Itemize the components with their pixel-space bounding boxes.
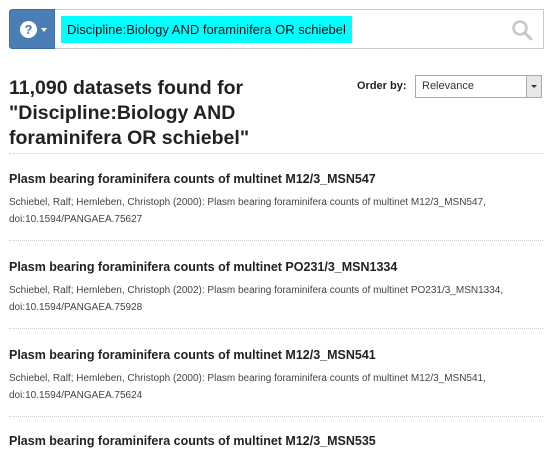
result-item: Plasm bearing foraminifera counts of mul… bbox=[9, 260, 543, 316]
result-title-link[interactable]: Plasm bearing foraminifera counts of mul… bbox=[9, 172, 376, 186]
divider bbox=[9, 416, 543, 417]
result-item: Plasm bearing foraminifera counts of mul… bbox=[9, 434, 543, 456]
result-title-link[interactable]: Plasm bearing foraminifera counts of mul… bbox=[9, 434, 376, 448]
search-input[interactable]: Discipline:Biology AND foraminifera OR s… bbox=[55, 9, 544, 49]
select-arrow-icon bbox=[526, 76, 541, 97]
search-bar: ? Discipline:Biology AND foraminifera OR… bbox=[9, 9, 544, 49]
divider bbox=[9, 328, 543, 329]
order-by-select[interactable]: Relevance bbox=[415, 75, 542, 98]
result-citation: Schiebel, Ralf; Hemleben, Christoph (200… bbox=[9, 197, 486, 225]
caret-down-icon bbox=[41, 28, 47, 32]
result-item: Plasm bearing foraminifera counts of mul… bbox=[9, 348, 543, 404]
divider bbox=[9, 240, 543, 241]
order-by-value: Relevance bbox=[422, 80, 474, 92]
result-citation: Schiebel, Ralf; Hemleben, Christoph (200… bbox=[9, 285, 504, 313]
results-count-title: 11,090 datasets found for "Discipline:Bi… bbox=[9, 77, 250, 149]
order-by-label: Order by: bbox=[357, 80, 407, 92]
divider bbox=[9, 153, 543, 154]
result-title-link[interactable]: Plasm bearing foraminifera counts of mul… bbox=[9, 348, 376, 362]
result-citation: Schiebel, Ralf; Hemleben, Christoph (200… bbox=[9, 373, 486, 401]
search-query-text[interactable]: Discipline:Biology AND foraminifera OR s… bbox=[61, 16, 352, 43]
question-icon: ? bbox=[20, 21, 37, 38]
result-item: Plasm bearing foraminifera counts of mul… bbox=[9, 172, 543, 228]
help-dropdown-button[interactable]: ? bbox=[9, 9, 55, 49]
search-icon[interactable] bbox=[511, 19, 533, 41]
result-title-link[interactable]: Plasm bearing foraminifera counts of mul… bbox=[9, 260, 398, 274]
